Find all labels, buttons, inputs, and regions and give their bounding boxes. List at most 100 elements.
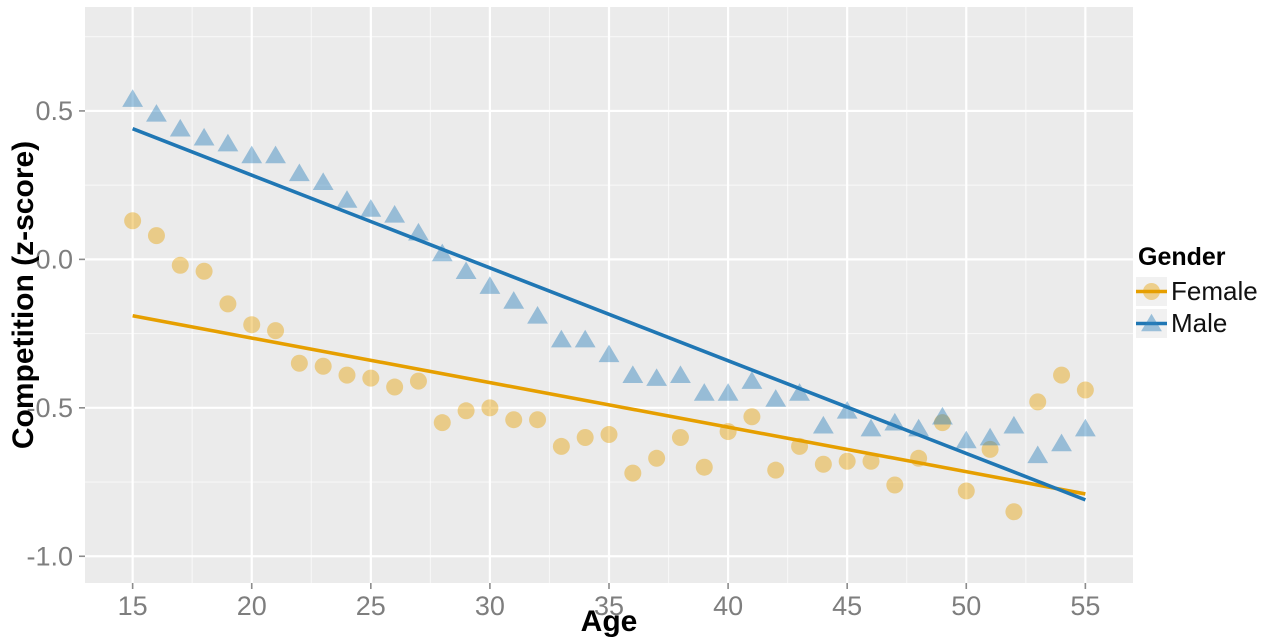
y-tick-label: -0.5 [26,393,73,423]
data-point-male [812,415,834,434]
data-point-male [360,199,382,217]
data-point-female [957,482,975,500]
data-point-female [409,372,427,390]
data-point-male [217,133,239,152]
data-point-female [267,322,285,340]
data-point-male [932,406,953,425]
data-point-female [433,414,451,432]
trend-line-male [131,127,1087,502]
data-point-male [1003,415,1025,434]
y-tick-label: 0.0 [35,244,73,274]
data-point-female [314,357,332,375]
x-tick-label: 30 [475,591,505,621]
data-point-female [648,449,666,467]
data-point-female [386,378,404,396]
data-point-male [598,344,620,363]
data-point-female [838,452,856,470]
data-point-female [743,408,761,426]
trend-line-female [132,314,1086,496]
data-point-male [431,243,453,262]
data-point-female [338,366,356,384]
male-triangle-key-icon [1136,309,1167,338]
data-point-female [1053,366,1071,384]
data-point-female [981,440,999,458]
x-tick-label: 25 [356,591,386,621]
legend-key-circle [1143,283,1160,300]
y-tick-label: 0.5 [35,96,73,126]
data-point-female [362,369,380,387]
data-point-male [765,389,787,407]
legend-label-male: Male [1171,308,1228,338]
data-point-female [529,411,547,429]
data-point-male [955,430,977,449]
legend-item-male: Male [1136,308,1258,338]
data-point-male [670,365,691,383]
data-point-female [505,411,523,429]
data-point-male [527,305,548,324]
data-point-male [1051,433,1072,452]
data-point-male [169,118,191,137]
x-tick-label: 20 [237,591,267,621]
data-point-female [695,458,713,476]
data-point-male [479,276,501,294]
x-tick-label: 35 [594,591,624,621]
data-point-male [408,222,429,241]
data-point-female [767,461,785,479]
female-circle-key-icon [1136,277,1167,306]
data-point-female [1005,503,1023,521]
data-point-male [1027,445,1049,464]
data-point-female [814,455,832,473]
x-tick-label: 45 [832,591,862,621]
data-point-female [624,464,642,482]
data-point-female [886,476,904,494]
data-point-female [457,402,475,420]
data-point-female [1029,393,1047,411]
x-tick-label: 40 [713,591,743,621]
x-tick-label: 50 [951,591,981,621]
data-point-male [693,383,715,401]
data-point-male [455,261,477,280]
legend-key-triangle [1141,313,1162,332]
data-point-male [622,365,644,383]
data-point-female [600,426,618,444]
data-point-male [122,89,144,107]
x-tick-label: 15 [118,591,148,621]
data-point-male [646,368,668,386]
y-tick-label: -1.0 [26,541,73,571]
data-point-male [574,329,596,348]
data-point-female [862,452,880,470]
data-point-male [741,371,763,389]
data-point-male [241,145,263,164]
data-point-male [789,383,810,401]
legend-label-female: Female [1171,276,1258,306]
data-point-male [860,418,882,437]
data-point-female [481,399,499,417]
legend-title: Gender [1138,243,1226,271]
data-point-male [265,145,286,164]
data-point-male [336,190,358,208]
data-point-male [312,172,334,190]
data-point-female [1076,381,1094,399]
data-point-female [671,429,689,447]
data-point-female [195,262,213,280]
legend: Gender Female Male [1136,243,1258,341]
data-point-male [193,127,215,146]
data-point-female [290,354,308,372]
x-axis-title: Age [580,605,638,638]
legend-item-female: Female [1136,276,1258,306]
data-point-female [576,429,594,447]
data-point-female [171,256,189,274]
data-point-female [243,316,261,334]
data-point-male [288,163,310,182]
data-point-female [147,227,165,245]
data-point-male [717,383,739,401]
data-point-female [124,212,142,230]
data-point-male [503,291,525,309]
data-point-female [552,437,570,455]
x-tick-label: 55 [1070,591,1100,621]
data-point-male [384,205,406,223]
data-point-male [550,329,572,348]
y-axis-title: Competition (z-score) [7,140,40,450]
data-point-male [1074,418,1096,437]
